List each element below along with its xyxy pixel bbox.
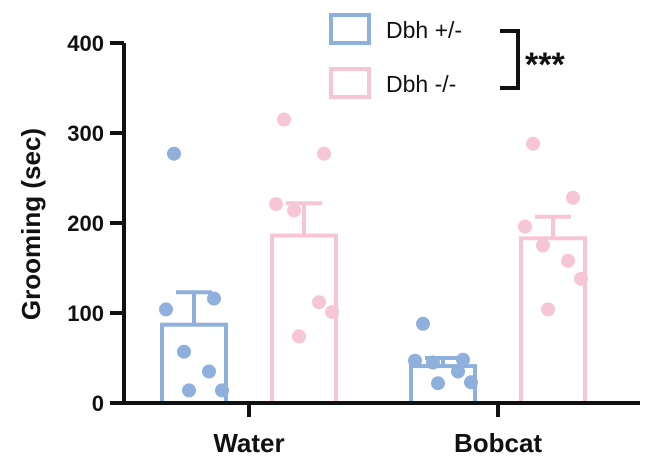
data-point-dbh-het-bobcat [426, 355, 440, 370]
legend-swatch-dbh-ko [329, 67, 371, 99]
y-tick-label: 400 [67, 31, 104, 56]
data-point-dbh-ko-bobcat [518, 219, 532, 234]
significance-stars: *** [525, 46, 565, 84]
x-category-label-bobcat: Bobcat [454, 428, 542, 458]
data-point-dbh-het-water [182, 383, 196, 398]
x-category-label-water: Water [213, 428, 284, 458]
data-point-dbh-ko-bobcat [526, 136, 540, 151]
y-tick-label: 300 [67, 121, 104, 146]
data-point-dbh-het-bobcat [416, 316, 430, 331]
data-point-dbh-ko-water [292, 329, 306, 344]
data-point-dbh-ko-bobcat [536, 238, 550, 253]
error-bar-dbh-het-water [176, 290, 212, 325]
data-point-dbh-ko-water [325, 305, 339, 320]
y-tick-label: 0 [92, 391, 104, 416]
data-point-dbh-ko-bobcat [541, 302, 555, 317]
data-point-dbh-ko-bobcat [574, 271, 588, 286]
axes: 0 100 200 300 400 Water Bobcat [67, 31, 640, 458]
data-point-dbh-het-bobcat [456, 352, 470, 367]
data-point-dbh-ko-bobcat [566, 190, 580, 205]
significance-bracket [500, 29, 520, 90]
data-point-dbh-het-bobcat [408, 353, 422, 368]
data-point-dbh-het-bobcat [431, 376, 445, 391]
data-point-dbh-ko-water [277, 112, 291, 127]
data-point-dbh-het-water [207, 291, 221, 306]
data-point-dbh-ko-water [317, 146, 331, 161]
bar-dbh-ko-bobcat [519, 236, 587, 405]
data-point-dbh-ko-water [312, 295, 326, 310]
error-bar-dbh-ko-water [286, 201, 322, 236]
legend-label-dbh-het: Dbh +/- [386, 17, 462, 43]
data-point-dbh-het-water [159, 302, 173, 317]
data-point-dbh-ko-bobcat [561, 253, 575, 268]
data-point-dbh-het-bobcat [451, 364, 465, 379]
legend-label-dbh-ko: Dbh -/- [386, 71, 456, 97]
data-point-dbh-ko-water [287, 203, 301, 218]
data-point-dbh-het-water [177, 344, 191, 359]
legend-swatch-dbh-het [329, 13, 371, 45]
data-point-dbh-ko-water [269, 197, 283, 212]
data-point-dbh-het-water [215, 383, 229, 398]
data-point-dbh-het-water [202, 364, 216, 379]
plot-area [159, 112, 588, 406]
y-tick-label: 200 [67, 211, 104, 236]
legend: Dbh +/- Dbh -/- *** [329, 13, 565, 99]
error-bar-dbh-ko-bobcat [535, 214, 571, 239]
y-tick-label: 100 [67, 301, 104, 326]
bar-dbh-ko-water [270, 233, 338, 405]
y-axis-title: Grooming (sec) [16, 128, 46, 320]
data-point-dbh-het-bobcat [464, 375, 478, 390]
data-point-dbh-het-water [167, 146, 181, 161]
